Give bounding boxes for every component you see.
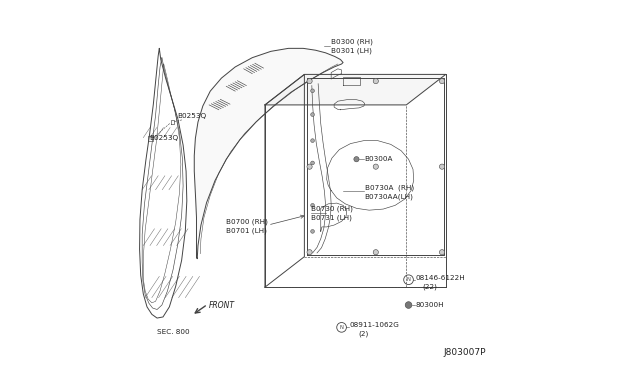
Circle shape — [307, 78, 312, 84]
Circle shape — [373, 78, 378, 84]
Circle shape — [440, 164, 445, 169]
Text: SEC. 800: SEC. 800 — [157, 329, 189, 335]
Text: 80300H: 80300H — [415, 302, 444, 308]
Polygon shape — [265, 74, 445, 105]
Text: (22): (22) — [422, 283, 437, 290]
Text: N: N — [406, 277, 410, 282]
Circle shape — [310, 113, 314, 116]
Text: 08146-6122H: 08146-6122H — [415, 275, 465, 280]
Text: B0701 (LH): B0701 (LH) — [227, 228, 267, 234]
Text: B0253Q: B0253Q — [177, 113, 206, 119]
Text: FRONT: FRONT — [209, 301, 234, 310]
Text: 08911-1062G: 08911-1062G — [349, 322, 399, 328]
Polygon shape — [195, 48, 343, 259]
Text: B0300 (RH): B0300 (RH) — [331, 38, 373, 45]
Circle shape — [307, 250, 312, 255]
Text: B0731 (LH): B0731 (LH) — [312, 215, 352, 221]
Text: B0301 (LH): B0301 (LH) — [331, 47, 372, 54]
Text: B0700 (RH): B0700 (RH) — [227, 219, 268, 225]
Circle shape — [310, 161, 314, 165]
Circle shape — [310, 230, 314, 233]
Text: B0730A  (RH): B0730A (RH) — [365, 185, 414, 192]
Text: B0253Q: B0253Q — [149, 135, 178, 141]
Text: B0300A: B0300A — [365, 156, 393, 162]
Text: B0730AA(LH): B0730AA(LH) — [365, 194, 413, 201]
Circle shape — [310, 139, 314, 142]
Circle shape — [310, 89, 314, 93]
Text: (2): (2) — [358, 331, 368, 337]
Circle shape — [373, 164, 378, 169]
Circle shape — [440, 78, 445, 84]
Circle shape — [310, 203, 314, 207]
Circle shape — [307, 164, 312, 169]
Text: B0730 (RH): B0730 (RH) — [312, 206, 353, 212]
Text: N: N — [340, 325, 344, 330]
Circle shape — [405, 302, 412, 308]
Circle shape — [440, 250, 445, 255]
Circle shape — [373, 250, 378, 255]
Circle shape — [354, 157, 359, 162]
Text: J803007P: J803007P — [444, 348, 486, 357]
